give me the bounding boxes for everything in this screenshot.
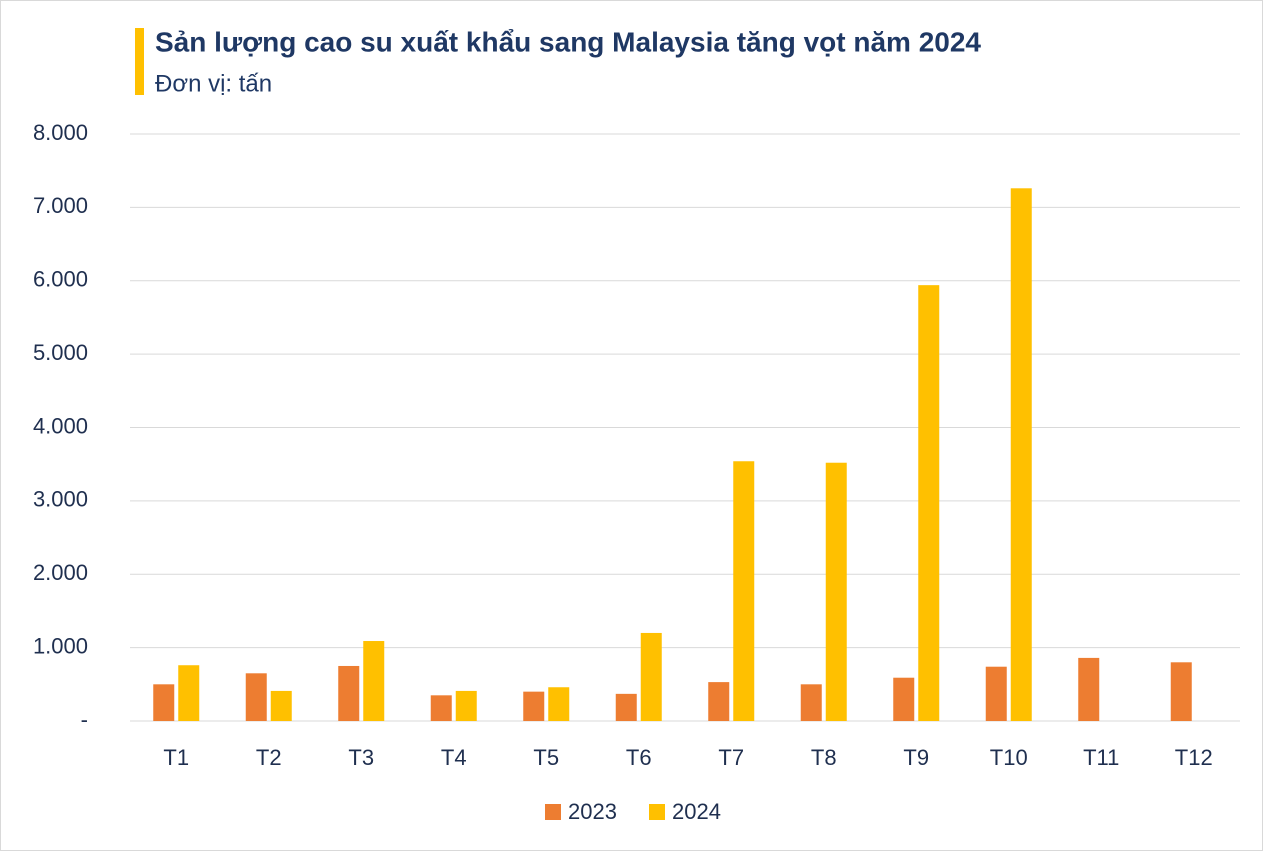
- x-tick-label: T2: [256, 745, 282, 770]
- y-tick-label: 1.000: [33, 633, 88, 658]
- legend-label: 2023: [568, 799, 617, 824]
- bar: [893, 677, 915, 721]
- y-tick-label: 8.000: [33, 120, 88, 145]
- bar: [270, 690, 292, 721]
- bar: [523, 691, 545, 721]
- bar: [800, 684, 822, 721]
- x-tick-label: T10: [990, 745, 1028, 770]
- x-tick-label: T3: [348, 745, 374, 770]
- bar: [1010, 188, 1032, 722]
- bar: [985, 666, 1007, 721]
- bar: [825, 462, 847, 721]
- y-tick-label: 7.000: [33, 193, 88, 218]
- x-tick-label: T12: [1175, 745, 1213, 770]
- x-tick-label: T1: [163, 745, 189, 770]
- chart-subtitle: Đơn vị: tấn: [155, 70, 272, 97]
- bar: [455, 690, 477, 721]
- legend-swatch: [545, 804, 561, 820]
- x-tick-label: T7: [718, 745, 744, 770]
- bar: [245, 673, 267, 721]
- chart-title: Sản lượng cao su xuất khẩu sang Malaysia…: [155, 26, 981, 57]
- bar: [918, 285, 940, 721]
- bar: [363, 641, 385, 721]
- bar: [178, 665, 200, 721]
- title-accent: [135, 28, 144, 95]
- y-tick-label: 3.000: [33, 487, 88, 512]
- y-tick-label: 2.000: [33, 560, 88, 585]
- bar: [733, 461, 755, 721]
- y-tick-label: 4.000: [33, 413, 88, 438]
- x-tick-label: T8: [811, 745, 837, 770]
- x-tick-label: T6: [626, 745, 652, 770]
- bar: [615, 693, 637, 721]
- bar: [1078, 657, 1100, 721]
- bar: [548, 687, 570, 721]
- legend-swatch: [649, 804, 665, 820]
- y-tick-label: -: [81, 707, 88, 732]
- bar: [338, 665, 360, 721]
- y-tick-label: 5.000: [33, 340, 88, 365]
- legend-label: 2024: [672, 799, 721, 824]
- bar: [640, 632, 662, 721]
- bar: [430, 695, 452, 721]
- x-tick-label: T4: [441, 745, 467, 770]
- y-tick-label: 6.000: [33, 267, 88, 292]
- x-tick-label: T9: [903, 745, 929, 770]
- bar: [153, 684, 175, 721]
- x-tick-label: T5: [533, 745, 559, 770]
- bar: [1170, 662, 1192, 721]
- x-tick-label: T11: [1083, 745, 1119, 770]
- bar: [708, 682, 730, 721]
